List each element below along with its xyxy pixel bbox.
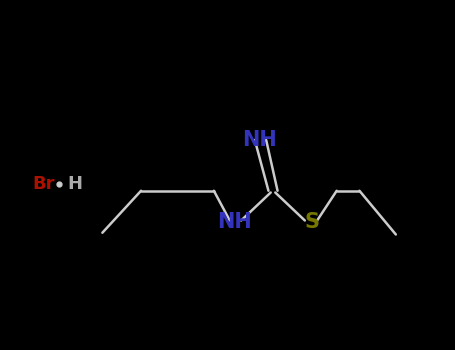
Text: S: S	[304, 212, 319, 232]
Text: Br: Br	[32, 175, 55, 193]
Text: H: H	[68, 175, 82, 193]
Text: NH: NH	[242, 130, 277, 150]
Text: NH: NH	[217, 212, 252, 232]
